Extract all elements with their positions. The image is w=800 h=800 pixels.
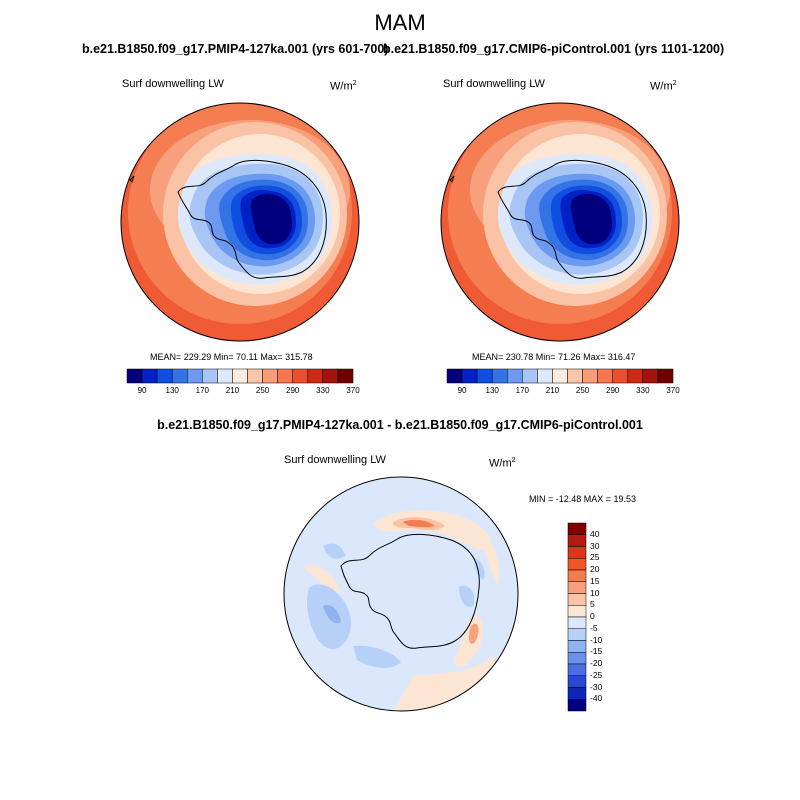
colorbar-tick-label: -10	[590, 634, 603, 645]
right-stats: MEAN= 230.78 Min= 71.26 Max= 316.47	[472, 352, 636, 362]
colorbar-tick-label: 5	[590, 599, 595, 610]
colorbar-tick-label: 330	[316, 386, 330, 395]
right-colorbar-ticks: 90 130 170 210 250 290 330 370	[447, 386, 680, 398]
colorbar-swatch	[567, 558, 587, 571]
colorbar-tick-label: 370	[346, 386, 360, 395]
colorbar-swatch	[522, 368, 538, 384]
colorbar-tick-label: 170	[515, 386, 529, 395]
right-polar-map	[440, 102, 680, 342]
colorbar-swatch	[307, 368, 324, 384]
difference-colorbar	[567, 522, 587, 712]
colorbar-swatch	[171, 368, 188, 384]
colorbar-swatch	[292, 368, 309, 384]
colorbar-swatch	[567, 569, 587, 582]
colorbar-swatch	[126, 368, 143, 384]
colorbar-swatch	[202, 368, 218, 384]
colorbar-tick-label: -40	[590, 693, 603, 704]
colorbar-swatch	[567, 546, 587, 559]
colorbar-swatch	[627, 368, 644, 384]
diff-units-label: W/m2	[489, 457, 516, 470]
colorbar-swatch	[582, 368, 598, 384]
colorbar-tick-label: 25	[590, 552, 600, 563]
colorbar-tick-label: 290	[606, 386, 620, 395]
left-stats: MEAN= 229.29 Min= 70.11 Max= 315.78	[150, 352, 313, 362]
colorbar-tick-label: 30	[590, 540, 600, 551]
colorbar-swatch	[537, 368, 553, 384]
colorbar-tick-label: -20	[590, 658, 603, 668]
colorbar-tick-label: 250	[575, 386, 590, 395]
colorbar-swatch	[277, 368, 293, 384]
colorbar-swatch	[567, 534, 587, 547]
colorbar-tick-label: 250	[255, 386, 270, 395]
colorbar-swatch	[461, 368, 478, 384]
colorbar-tick-label: 15	[590, 575, 600, 586]
colorbar-tick-label: 40	[590, 528, 600, 539]
colorbar-swatch	[507, 368, 523, 384]
colorbar-swatch	[262, 368, 278, 384]
colorbar-swatch	[657, 368, 674, 384]
colorbar-swatch	[567, 368, 583, 384]
difference-colorbar-ticks: 40 30 25 20 15 10 5 0 -5 -10 -15 -20 -25 -30 -40	[590, 523, 630, 711]
colorbar-swatch	[567, 593, 587, 606]
colorbar-swatch	[187, 368, 203, 384]
colorbar-swatch	[567, 605, 587, 618]
difference-polar-map	[283, 476, 519, 712]
right-run-title: b.e21.B1850.f09_g17.CMIP6-piControl.001 …	[383, 42, 725, 56]
colorbar-swatch	[567, 699, 587, 712]
colorbar-swatch	[567, 675, 587, 688]
colorbar-swatch	[476, 368, 493, 384]
colorbar-tick-label: -15	[590, 646, 603, 657]
colorbar-swatch	[141, 368, 158, 384]
right-colorbar	[446, 368, 674, 384]
colorbar-swatch	[337, 368, 354, 384]
colorbar-tick-label: 330	[636, 386, 650, 395]
colorbar-swatch	[491, 368, 508, 384]
colorbar-tick-label: -30	[590, 681, 603, 692]
colorbar-swatch	[446, 368, 463, 384]
colorbar-swatch	[612, 368, 629, 384]
colorbar-tick-label: -25	[590, 669, 603, 680]
figure-title: MAM	[374, 10, 426, 35]
diff-stats: MIN = -12.48 MAX = 19.53	[529, 494, 637, 504]
colorbar-swatch	[567, 616, 587, 629]
colorbar-swatch	[567, 640, 587, 653]
colorbar-swatch	[156, 368, 173, 384]
colorbar-tick-label: 90	[137, 386, 147, 395]
colorbar-tick-label: -5	[590, 622, 598, 633]
colorbar-swatch	[217, 368, 233, 384]
left-variable-label: Surf downwelling LW	[122, 78, 224, 90]
right-units-label: W/m2	[650, 80, 677, 93]
colorbar-tick-label: 290	[286, 386, 300, 395]
diff-variable-label: Surf downwelling LW	[284, 454, 386, 466]
colorbar-tick-label: 210	[225, 386, 240, 395]
colorbar-tick-label: 130	[165, 386, 179, 395]
colorbar-swatch	[642, 368, 659, 384]
colorbar-tick-label: 210	[545, 386, 560, 395]
left-colorbar-ticks: 90 130 170 210 250 290 330 370	[127, 386, 360, 398]
colorbar-tick-label: 130	[485, 386, 499, 395]
colorbar-swatch	[567, 687, 587, 700]
colorbar-swatch	[567, 652, 587, 665]
left-run-title: b.e21.B1850.f09_g17.PMIP4-127ka.001 (yrs…	[82, 42, 389, 56]
colorbar-swatch	[322, 368, 339, 384]
colorbar-swatch	[552, 368, 568, 384]
right-variable-label: Surf downwelling LW	[443, 78, 545, 90]
colorbar-swatch	[597, 368, 613, 384]
colorbar-swatch	[247, 368, 263, 384]
colorbar-tick-label: 20	[590, 564, 600, 574]
colorbar-tick-label: 10	[590, 587, 600, 598]
colorbar-swatch	[567, 663, 587, 676]
colorbar-swatch	[567, 628, 587, 641]
colorbar-tick-label: 370	[666, 386, 680, 395]
colorbar-swatch	[567, 522, 587, 535]
difference-title: b.e21.B1850.f09_g17.PMIP4-127ka.001 - b.…	[157, 418, 643, 432]
left-colorbar	[126, 368, 354, 384]
left-units-label: W/m2	[330, 80, 357, 93]
colorbar-tick-label: 90	[457, 386, 467, 395]
colorbar-swatch	[567, 581, 587, 594]
colorbar-swatch	[232, 368, 248, 384]
colorbar-tick-label: 0	[590, 611, 595, 621]
colorbar-tick-label: 170	[195, 386, 209, 395]
left-polar-map	[120, 102, 360, 342]
